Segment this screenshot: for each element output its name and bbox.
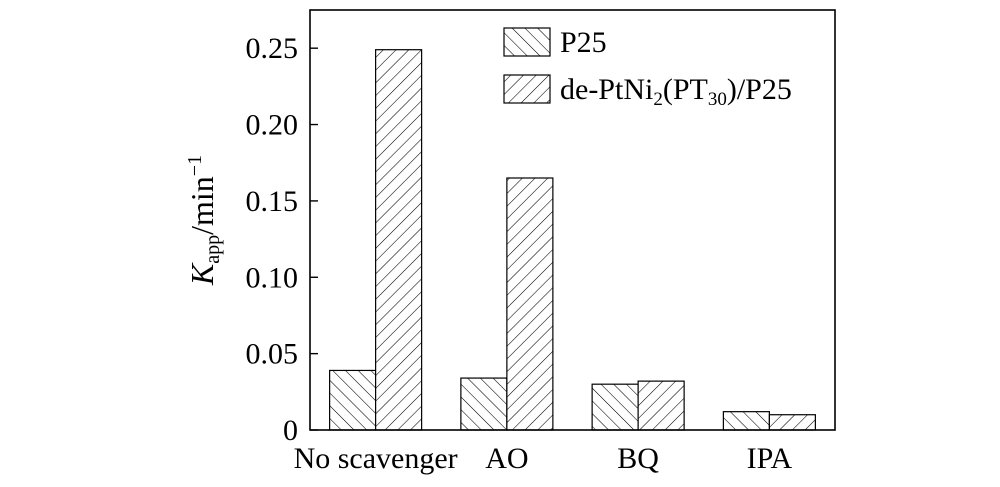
legend: P25 de-PtNi2(PT30)/P25 [503,26,792,110]
bar-p25-1 [460,377,508,431]
y-axis-label-rest: /min [184,176,220,235]
y-tick-label: 0.15 [246,185,299,218]
y-axis-label-main: K [184,262,220,286]
plot-frame [309,9,836,431]
y-tick-label: 0.20 [246,109,299,142]
x-tick-label: IPA [747,442,793,475]
legend-label-0: P25 [560,26,607,59]
bar-de-ptni2-1 [506,177,554,431]
legend-label-part: 2 [653,89,663,110]
legend-label-1: de-PtNi2(PT30)/P25 [560,73,792,110]
legend-label-part: de-PtNi [560,73,653,106]
y-axis-label-sup: −1 [184,155,206,176]
legend-label-part: 30 [708,89,727,110]
x-tick-label: AO [485,442,528,475]
legend-label-part: (PT [663,73,708,106]
bar-p25-2 [591,383,639,431]
y-axis-label: Kapp/min−1 [184,155,224,286]
axes-layer: No scavenger AO BQ IPA 0 0.05 0.10 0.15 0.20 0.25… [184,9,836,475]
bars-layer [329,49,816,431]
bar-p25-0 [329,369,377,431]
y-tick-label: 0 [283,414,298,447]
y-tick-label: 0.05 [246,338,299,371]
bar-de-ptni2-2 [637,380,685,431]
y-tick-label: 0.10 [246,261,299,294]
legend-label-part: P25 [560,26,607,59]
bar-de-ptni2-0 [375,49,423,431]
y-tick-label: 0.25 [246,32,299,65]
legend-swatch-0 [503,27,551,57]
bar-de-ptni2-3 [768,414,816,431]
bar-p25-3 [722,411,770,431]
x-tick-label: No scavenger [294,442,458,475]
x-tick-label: BQ [617,442,659,475]
legend-swatch-1 [503,74,551,104]
y-axis-label-sub: app [202,235,224,264]
legend-label-part: )/P25 [727,73,792,106]
